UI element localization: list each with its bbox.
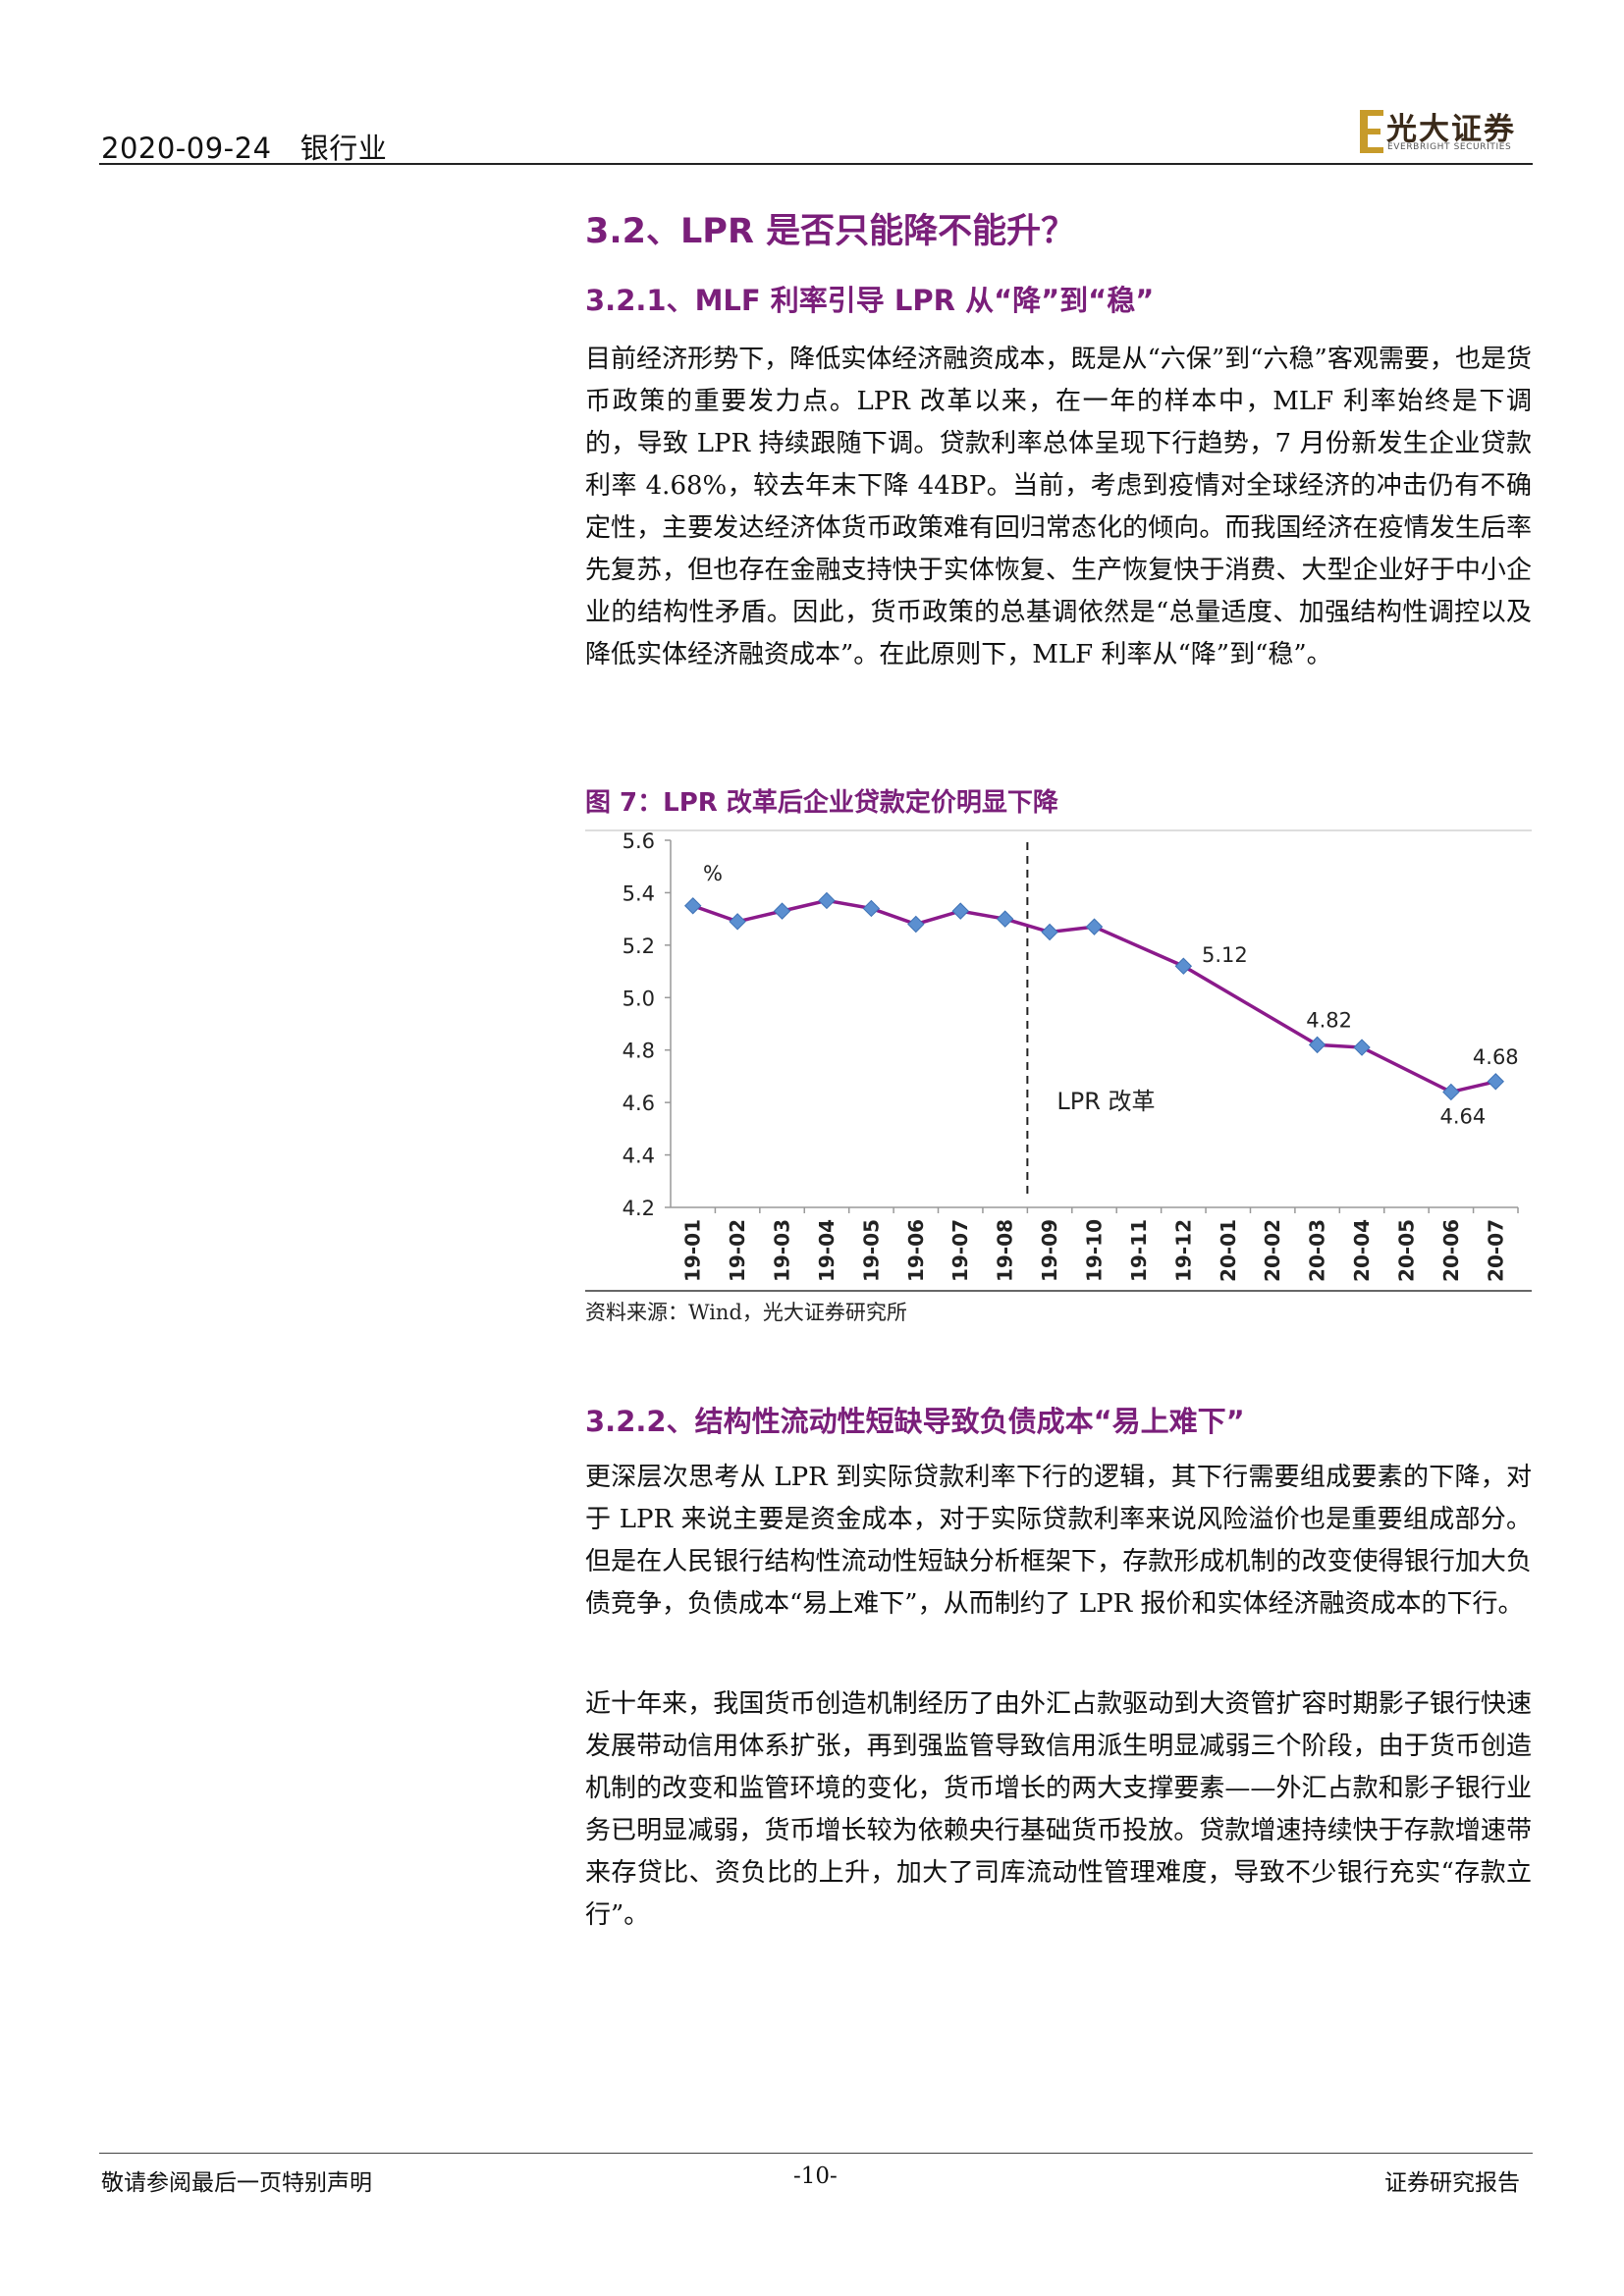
x-tick-label: 20-04 (1350, 1219, 1374, 1282)
figure-source: 资料来源：Wind，光大证券研究所 (585, 1297, 907, 1326)
x-tick-label: 19-07 (948, 1219, 972, 1282)
x-tick-label: 20-01 (1217, 1219, 1240, 1282)
page-number: -10- (793, 2163, 838, 2189)
data-point (685, 898, 701, 914)
header-divider (99, 163, 1533, 165)
paragraph-1: 目前经济形势下，降低实体经济融资成本，既是从“六保”到“六稳”客观需要，也是货币… (585, 339, 1532, 676)
data-point (1310, 1037, 1326, 1052)
data-point (819, 892, 835, 908)
data-point (1042, 925, 1057, 940)
x-tick-label: 20-03 (1306, 1219, 1329, 1282)
x-tick-label: 19-11 (1127, 1219, 1151, 1282)
data-label: 5.12 (1202, 943, 1248, 967)
x-tick-label: 19-01 (681, 1219, 705, 1282)
lpr-line-chart: 4.2 4.4 4.6 4.8 5.0 5.2 5.4 5.6% 19-01 19-02 19-03… (585, 823, 1532, 1292)
figure-title: 图 7：LPR 改革后企业贷款定价明显下降 (585, 782, 1058, 819)
x-tick-label: 20-06 (1439, 1219, 1463, 1282)
y-tick-label: 4.6 (623, 1092, 655, 1115)
y-tick-label: 5.4 (623, 881, 655, 905)
data-label: 4.68 (1473, 1045, 1519, 1069)
x-tick-label: 19-04 (815, 1219, 839, 1282)
subsection-title-1: 3.2.1、MLF 利率引导 LPR 从“降”到“稳” (585, 278, 1154, 319)
x-tick-label: 19-02 (726, 1219, 749, 1282)
report-date-industry: 2020-09-24 银行业 (101, 126, 387, 167)
data-point (1354, 1040, 1370, 1055)
data-point (952, 903, 968, 919)
data-point (1175, 958, 1191, 974)
data-label: 4.82 (1306, 1008, 1352, 1032)
x-tick-label: 19-05 (859, 1219, 883, 1282)
y-tick-label: 5.0 (623, 987, 655, 1010)
logo-text-en: EVERBRIGHT SECURITIES (1387, 142, 1511, 152)
x-tick-label: 19-03 (771, 1219, 794, 1282)
x-tick-label: 19-10 (1083, 1219, 1107, 1282)
y-unit-label: % (703, 862, 723, 885)
data-point (863, 900, 879, 916)
report-date: 2020-09-24 (101, 132, 272, 165)
footer-disclaimer: 敬请参阅最后一页特别声明 (101, 2163, 372, 2197)
y-tick-label: 4.2 (623, 1197, 655, 1220)
data-point (775, 903, 790, 919)
paragraph-3: 近十年来，我国货币创造机制经历了由外汇占款驱动到大资管扩容时期影子银行快速发展带… (585, 1683, 1532, 1937)
report-industry: 银行业 (300, 132, 388, 165)
y-tick-label: 4.8 (623, 1040, 655, 1063)
x-tick-label: 19-09 (1038, 1219, 1061, 1282)
data-point (908, 916, 924, 932)
logo-mark-icon (1358, 110, 1385, 155)
x-tick-label: 20-07 (1484, 1219, 1507, 1282)
x-tick-label: 19-08 (994, 1219, 1017, 1282)
data-label: 4.64 (1439, 1104, 1486, 1128)
y-tick-label: 5.6 (623, 829, 655, 853)
footer-report-type: 证券研究报告 (1384, 2163, 1520, 2197)
subsection-title-2: 3.2.2、结构性流动性短缺导致负债成本“易上难下” (585, 1399, 1245, 1440)
data-point (1087, 919, 1103, 934)
x-tick-label: 19-12 (1171, 1219, 1195, 1282)
reform-label: LPR 改革 (1056, 1088, 1155, 1115)
data-point (1443, 1084, 1459, 1099)
y-tick-label: 4.4 (623, 1145, 655, 1168)
section-title: 3.2、LPR 是否只能降不能升？ (585, 203, 1075, 253)
data-point (730, 914, 745, 930)
x-tick-label: 20-02 (1261, 1219, 1284, 1282)
footer-divider (99, 2153, 1533, 2154)
x-tick-label: 20-05 (1394, 1219, 1418, 1282)
data-point (998, 911, 1013, 927)
y-tick-label: 5.2 (623, 934, 655, 958)
paragraph-2: 更深层次思考从 LPR 到实际贷款利率下行的逻辑，其下行需要组成要素的下降，对于… (585, 1457, 1532, 1626)
x-tick-label: 19-06 (904, 1219, 928, 1282)
data-point (1488, 1074, 1503, 1090)
